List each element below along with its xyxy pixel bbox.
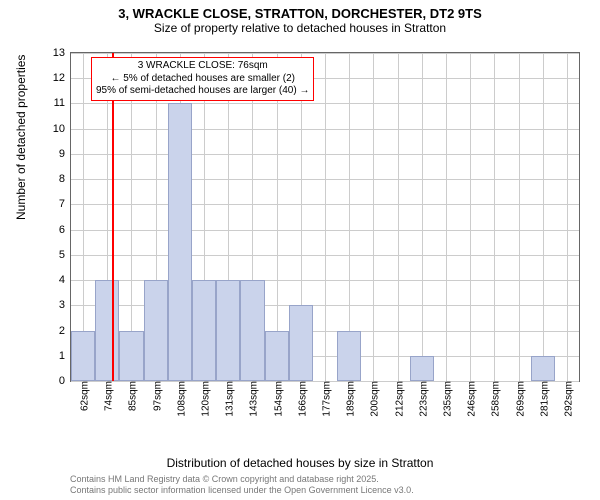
gridline-v bbox=[543, 53, 544, 381]
y-tick-label: 10 bbox=[53, 123, 71, 135]
x-tick-label: 97sqm bbox=[148, 381, 163, 411]
x-tick-label: 269sqm bbox=[511, 381, 526, 417]
x-tick-label: 258sqm bbox=[487, 381, 502, 417]
chart-title-block: 3, WRACKLE CLOSE, STRATTON, DORCHESTER, … bbox=[0, 0, 600, 35]
x-tick-label: 235sqm bbox=[438, 381, 453, 417]
marker-line bbox=[112, 53, 114, 381]
x-tick-label: 154sqm bbox=[269, 381, 284, 417]
x-tick-label: 143sqm bbox=[245, 381, 260, 417]
x-tick-label: 177sqm bbox=[318, 381, 333, 417]
footer-line: Contains HM Land Registry data © Crown c… bbox=[70, 474, 414, 485]
histogram-bar bbox=[119, 331, 143, 381]
y-tick-label: 5 bbox=[59, 249, 71, 261]
histogram-bar bbox=[168, 103, 192, 381]
y-tick-label: 6 bbox=[59, 224, 71, 236]
histogram-bar bbox=[265, 331, 289, 381]
y-tick-label: 0 bbox=[59, 375, 71, 387]
x-tick-label: 108sqm bbox=[172, 381, 187, 417]
x-tick-label: 200sqm bbox=[366, 381, 381, 417]
x-tick-label: 292sqm bbox=[559, 381, 574, 417]
x-tick-label: 166sqm bbox=[293, 381, 308, 417]
y-tick-label: 2 bbox=[59, 325, 71, 337]
y-tick-label: 4 bbox=[59, 274, 71, 286]
histogram-bar bbox=[192, 280, 216, 381]
y-tick-label: 13 bbox=[53, 47, 71, 59]
gridline-v bbox=[519, 53, 520, 381]
chart-subtitle: Size of property relative to detached ho… bbox=[0, 21, 600, 35]
gridline-v bbox=[373, 53, 374, 381]
footer-attribution: Contains HM Land Registry data © Crown c… bbox=[70, 474, 414, 496]
histogram-bar bbox=[289, 305, 313, 381]
x-tick-label: 281sqm bbox=[535, 381, 550, 417]
y-tick-label: 12 bbox=[53, 72, 71, 84]
histogram-bar bbox=[95, 280, 119, 381]
y-tick-label: 3 bbox=[59, 299, 71, 311]
x-axis-label: Distribution of detached houses by size … bbox=[0, 456, 600, 470]
annotation-box: 3 WRACKLE CLOSE: 76sqm← 5% of detached h… bbox=[91, 57, 314, 101]
annotation-line: 3 WRACKLE CLOSE: 76sqm bbox=[96, 60, 309, 73]
gridline-v bbox=[470, 53, 471, 381]
plot-region: 01234567891011121362sqm74sqm85sqm97sqm10… bbox=[70, 52, 580, 382]
histogram-bar bbox=[531, 356, 555, 381]
histogram-bar bbox=[337, 331, 361, 381]
x-tick-label: 246sqm bbox=[463, 381, 478, 417]
histogram-bar bbox=[410, 356, 434, 381]
chart-title: 3, WRACKLE CLOSE, STRATTON, DORCHESTER, … bbox=[0, 6, 600, 21]
histogram-bar bbox=[240, 280, 264, 381]
histogram-bar bbox=[216, 280, 240, 381]
footer-line: Contains public sector information licen… bbox=[70, 485, 414, 496]
gridline-v bbox=[494, 53, 495, 381]
y-tick-label: 11 bbox=[54, 97, 71, 109]
x-tick-label: 85sqm bbox=[124, 381, 139, 411]
x-tick-label: 223sqm bbox=[414, 381, 429, 417]
gridline-v bbox=[325, 53, 326, 381]
x-tick-label: 189sqm bbox=[342, 381, 357, 417]
x-tick-label: 131sqm bbox=[221, 381, 236, 417]
gridline-v bbox=[567, 53, 568, 381]
histogram-bar bbox=[144, 280, 168, 381]
gridline-v bbox=[398, 53, 399, 381]
y-tick-label: 8 bbox=[59, 173, 71, 185]
chart-area: 01234567891011121362sqm74sqm85sqm97sqm10… bbox=[70, 52, 580, 422]
gridline-v bbox=[422, 53, 423, 381]
x-tick-label: 62sqm bbox=[76, 381, 91, 411]
x-tick-label: 212sqm bbox=[390, 381, 405, 417]
y-tick-label: 1 bbox=[59, 350, 71, 362]
annotation-line: 95% of semi-detached houses are larger (… bbox=[96, 85, 309, 98]
histogram-bar bbox=[71, 331, 95, 381]
x-tick-label: 74sqm bbox=[100, 381, 115, 411]
y-tick-label: 9 bbox=[59, 148, 71, 160]
gridline-v bbox=[446, 53, 447, 381]
y-axis-label: Number of detached properties bbox=[14, 55, 28, 220]
y-tick-label: 7 bbox=[59, 198, 71, 210]
annotation-line: ← 5% of detached houses are smaller (2) bbox=[96, 73, 309, 86]
x-tick-label: 120sqm bbox=[197, 381, 212, 417]
